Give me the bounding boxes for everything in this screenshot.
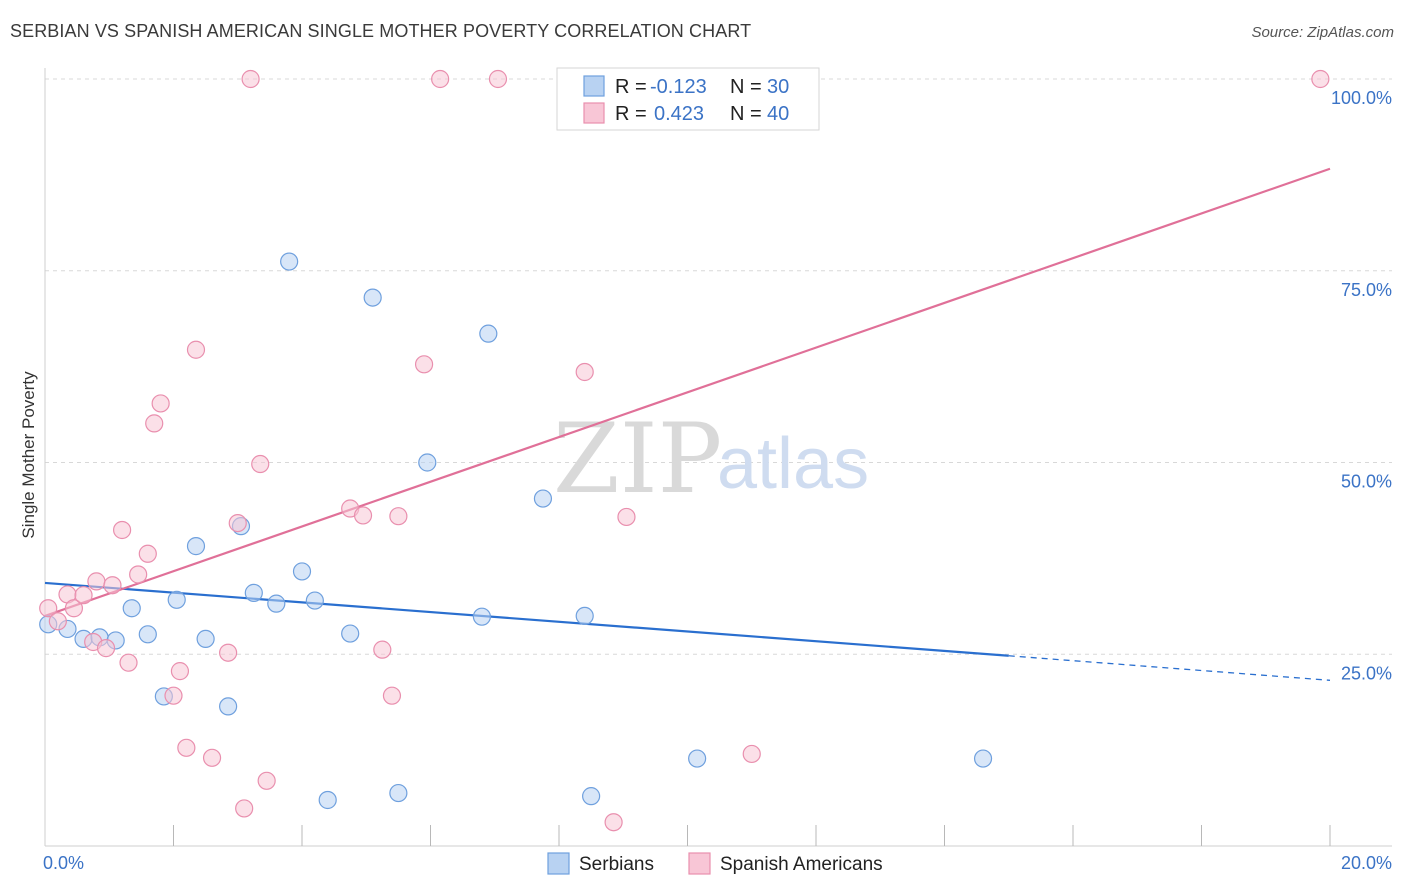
- point-spanish-americans-24: [251, 454, 270, 474]
- point-spanish-americans-7: [96, 639, 116, 658]
- bottom-legend-label-serbians: Serbians: [579, 854, 654, 875]
- point-spanish-americans-3: [64, 599, 84, 618]
- point-spanish-americans-12: [138, 544, 157, 563]
- legend-n-value-spanish: 40: [767, 103, 789, 125]
- trend-line-serbians-extension: [1008, 655, 1331, 681]
- point-serbians-8: [167, 590, 186, 609]
- legend-swatch-spanish-americans: [583, 102, 605, 124]
- point-serbians-25: [533, 489, 553, 508]
- point-spanish-americans-31: [414, 355, 434, 374]
- point-spanish-americans-17: [177, 738, 196, 757]
- point-spanish-americans-1: [48, 612, 67, 631]
- point-spanish-americans-22: [235, 799, 254, 818]
- gridlines: [45, 78, 1392, 655]
- correlation-legend: R = -0.123 N = 30 R = 0.423 N = 40: [556, 67, 820, 131]
- point-spanish-americans-21: [228, 513, 247, 533]
- chart-title: SERBIAN VS SPANISH AMERICAN SINGLE MOTHE…: [10, 21, 752, 41]
- legend-r-value-spanish: 0.423: [654, 103, 704, 125]
- point-serbians-14: [267, 594, 286, 613]
- point-spanish-americans-36: [617, 507, 636, 527]
- point-serbians-11: [219, 697, 238, 716]
- point-serbians-6: [138, 625, 157, 644]
- point-spanish-americans-14: [151, 394, 170, 413]
- trend-line-serbians: [44, 581, 1009, 657]
- point-spanish-americans-30: [389, 507, 408, 526]
- axes: [44, 68, 1392, 847]
- legend-n-label-spanish: N =: [730, 103, 762, 125]
- point-spanish-americans-39: [1311, 69, 1330, 89]
- point-serbians-15: [280, 252, 299, 271]
- point-spanish-americans-4: [74, 586, 93, 605]
- point-spanish-americans-38: [742, 744, 761, 764]
- point-spanish-americans-33: [488, 69, 508, 89]
- point-spanish-americans-13: [145, 414, 164, 433]
- point-spanish-americans-11: [129, 565, 148, 584]
- point-spanish-americans-34: [575, 362, 594, 382]
- source-label: Source: ZipAtlas.com: [1251, 24, 1394, 41]
- bottom-legend-label-spanish-americans: Spanish Americans: [720, 854, 883, 875]
- point-serbians-23: [472, 607, 491, 626]
- point-serbians-16: [292, 562, 312, 581]
- legend-n-label-serbians: N =: [730, 76, 762, 98]
- point-spanish-americans-35: [604, 813, 623, 832]
- x-tick-label-1: 20.0%: [1341, 853, 1392, 873]
- data-points: [39, 69, 1330, 832]
- point-spanish-americans-32: [431, 69, 450, 89]
- point-serbians-28: [688, 749, 707, 768]
- legend-n-value-serbians: 30: [767, 76, 789, 98]
- point-spanish-americans-20: [219, 643, 238, 662]
- y-axis-label: Single Mother Poverty: [19, 371, 38, 539]
- point-serbians-20: [363, 288, 382, 307]
- point-spanish-americans-8: [103, 576, 122, 595]
- point-serbians-24: [479, 324, 498, 343]
- point-spanish-americans-6: [87, 572, 106, 591]
- point-spanish-americans-18: [186, 340, 206, 359]
- watermark-atlas: atlas: [717, 424, 869, 504]
- point-serbians-29: [973, 749, 993, 768]
- y-tick-label-0: 25.0%: [1341, 663, 1392, 683]
- point-spanish-americans-19: [202, 748, 222, 767]
- point-spanish-americans-23: [241, 69, 260, 89]
- x-tick-labels: 0.0% 20.0%: [43, 853, 1392, 873]
- point-serbians-21: [389, 783, 408, 803]
- point-serbians-13: [244, 583, 263, 602]
- point-serbians-19: [341, 624, 360, 643]
- point-serbians-26: [575, 606, 594, 626]
- legend-r-value-serbians: -0.123: [650, 76, 707, 98]
- point-serbians-18: [318, 790, 337, 810]
- point-serbians-22: [418, 453, 437, 472]
- bottom-legend-swatch-serbians: [547, 852, 570, 875]
- point-serbians-5: [122, 599, 141, 618]
- point-spanish-americans-25: [257, 771, 276, 790]
- point-spanish-americans-28: [373, 640, 392, 659]
- trend-lines: [44, 167, 1331, 681]
- point-serbians-17: [305, 591, 324, 610]
- point-spanish-americans-16: [170, 662, 190, 681]
- point-serbians-9: [186, 537, 206, 556]
- watermark-zip: ZIP: [553, 403, 722, 515]
- y-tick-label-1: 50.0%: [1341, 472, 1392, 492]
- point-spanish-americans-10: [119, 653, 138, 672]
- point-serbians-10: [196, 629, 215, 649]
- point-spanish-americans-0: [39, 599, 58, 618]
- series-legend: Serbians Spanish Americans: [547, 852, 883, 875]
- legend-r-label-spanish: R =: [615, 103, 647, 125]
- legend-swatch-serbians: [583, 75, 605, 97]
- y-tick-labels: 25.0% 50.0% 75.0% 100.0%: [1331, 88, 1392, 683]
- point-serbians-27: [582, 787, 601, 806]
- point-spanish-americans-27: [353, 506, 373, 525]
- y-tick-label-3: 100.0%: [1331, 88, 1392, 108]
- point-spanish-americans-29: [382, 686, 402, 705]
- y-tick-label-2: 75.0%: [1341, 280, 1392, 300]
- point-spanish-americans-9: [112, 520, 132, 540]
- legend-r-label-serbians: R =: [615, 76, 647, 98]
- bottom-legend-swatch-spanish-americans: [688, 852, 711, 875]
- point-spanish-americans-15: [164, 686, 183, 705]
- x-tick-label-0: 0.0%: [43, 853, 84, 873]
- trend-line-spanish-americans: [44, 167, 1331, 617]
